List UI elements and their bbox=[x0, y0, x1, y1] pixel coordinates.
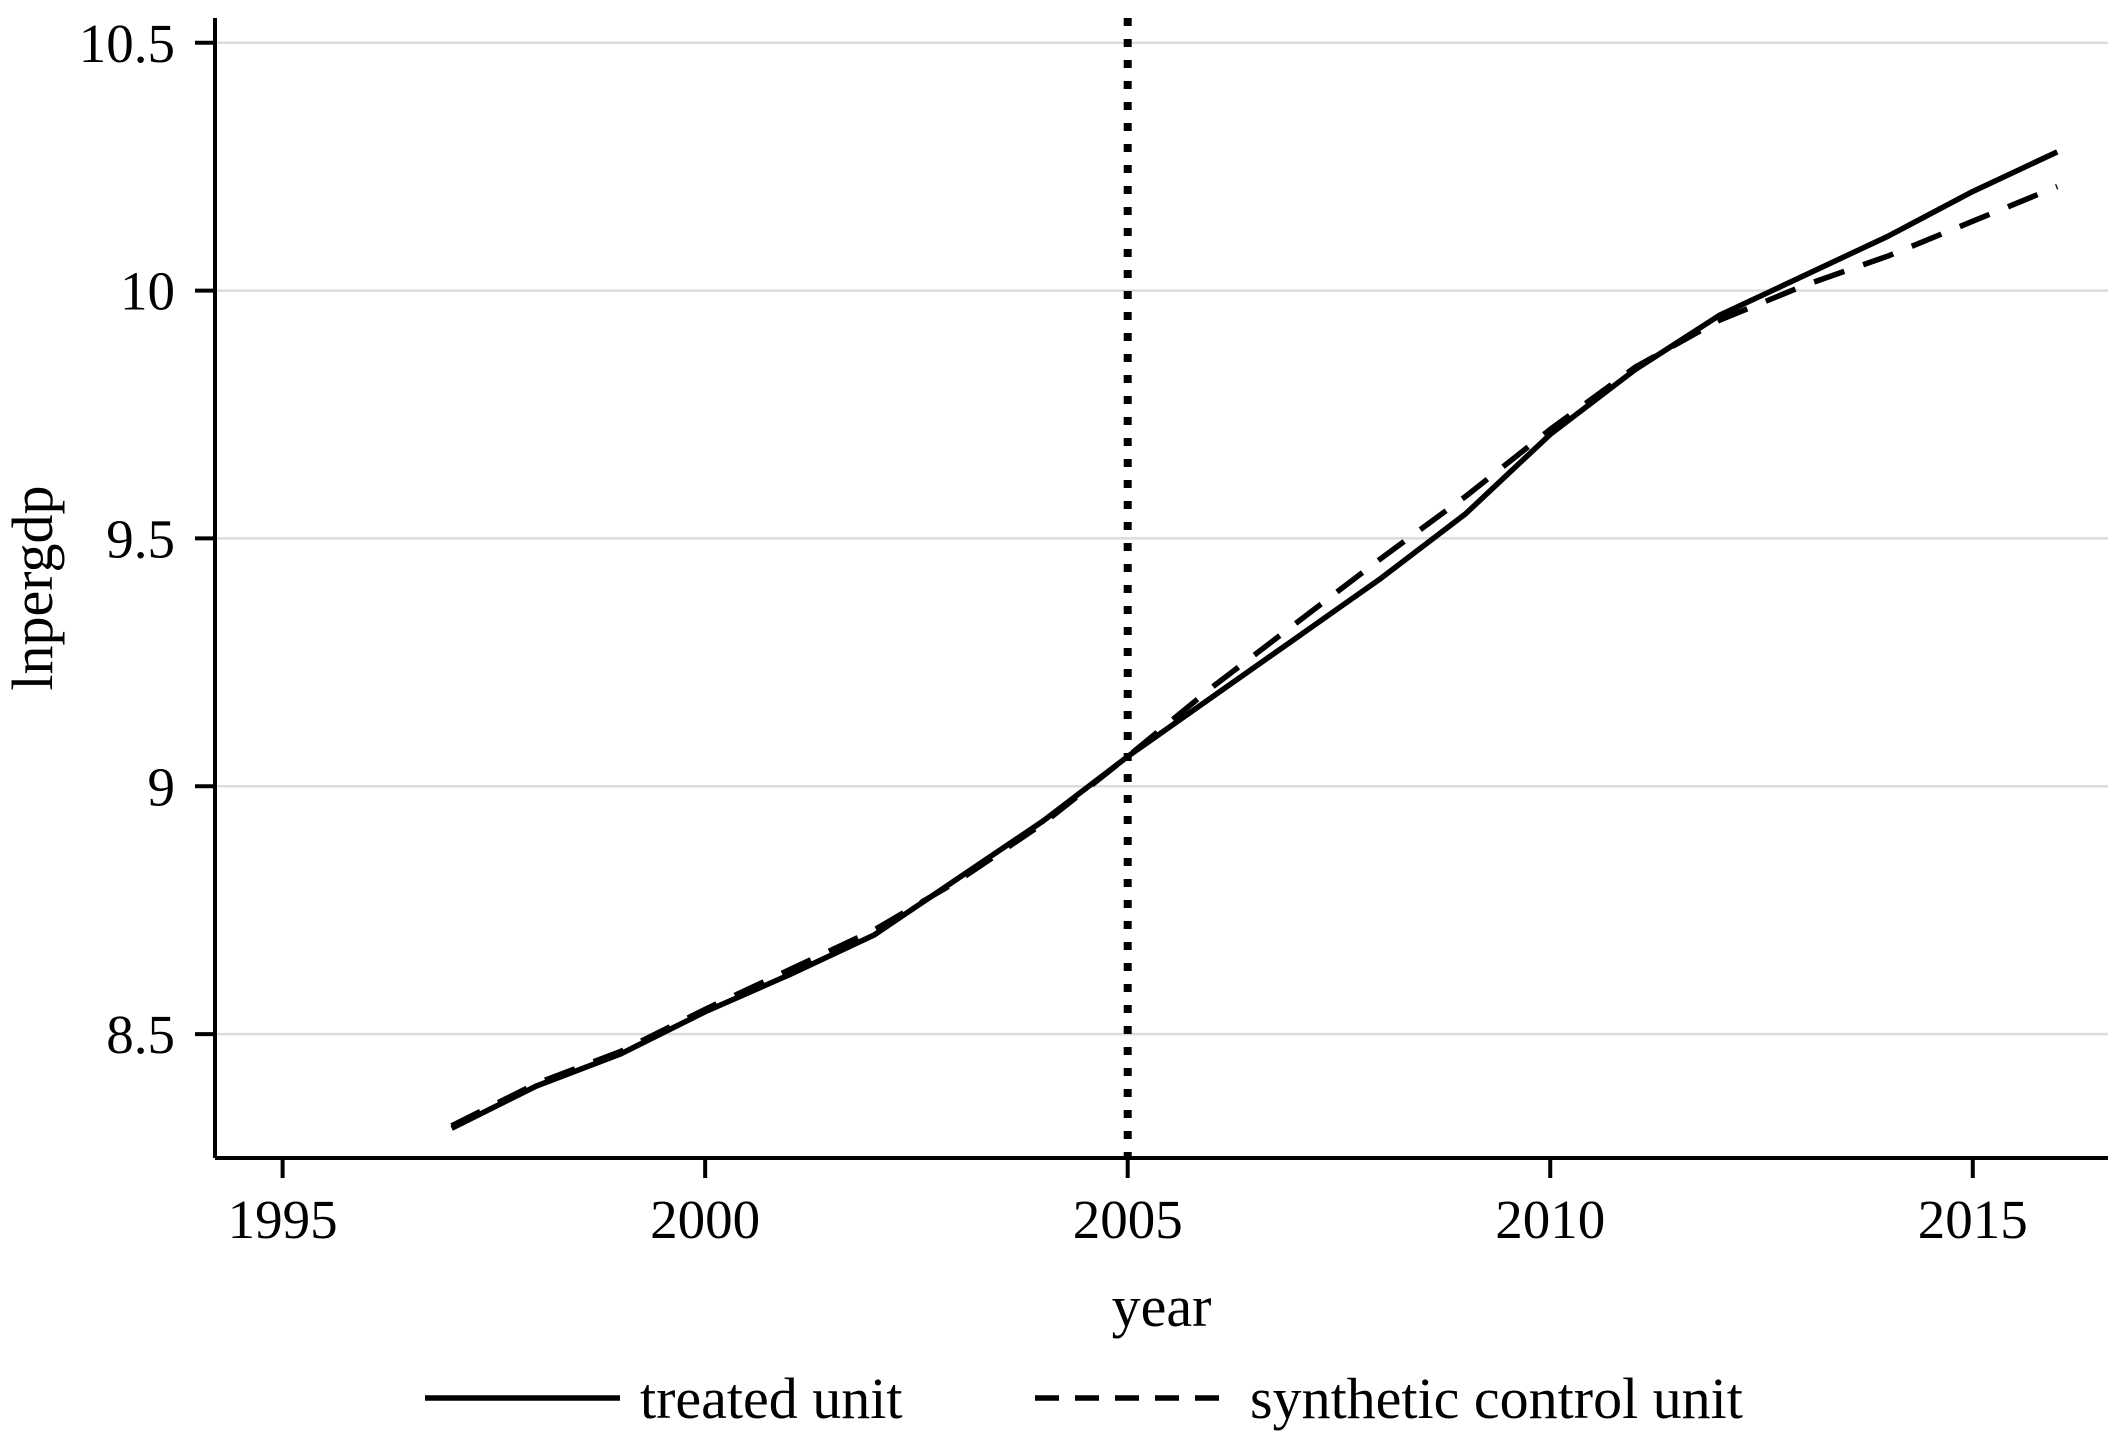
y-tick-label: 9 bbox=[148, 756, 176, 817]
series-line-synthetic-control-unit bbox=[450, 183, 2059, 1129]
x-tick-label: 2000 bbox=[650, 1189, 760, 1250]
x-tick-label: 2015 bbox=[1918, 1189, 2028, 1250]
y-tick-label: 8.5 bbox=[106, 1004, 175, 1065]
series-line-treated-unit bbox=[450, 149, 2059, 1131]
x-tick-label: 1995 bbox=[228, 1189, 338, 1250]
y-tick-label: 9.5 bbox=[106, 508, 175, 569]
y-axis-title: lnpergdp bbox=[0, 485, 65, 690]
x-tick-label: 2010 bbox=[1495, 1189, 1605, 1250]
y-tick-label: 10 bbox=[120, 261, 175, 322]
legend-label-treated-unit: treated unit bbox=[640, 1366, 903, 1431]
x-tick-label: 2005 bbox=[1073, 1189, 1183, 1250]
y-tick-label: 10.5 bbox=[79, 13, 175, 74]
x-axis-title: year bbox=[1112, 1274, 1212, 1339]
legend-label-synthetic-control-unit: synthetic control unit bbox=[1250, 1366, 1743, 1431]
